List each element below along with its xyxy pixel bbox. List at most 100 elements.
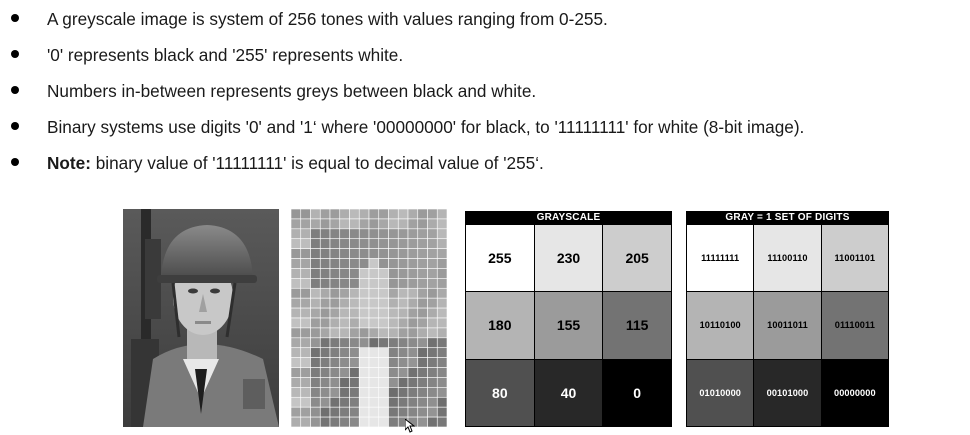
- mosaic-pixel: [407, 377, 419, 388]
- mosaic-pixel: [427, 258, 438, 269]
- mosaic-pixel: [397, 347, 409, 358]
- mosaic-pixel: [436, 278, 447, 289]
- binary-cell: 10110100: [687, 292, 754, 359]
- mosaic-pixel: [378, 317, 389, 329]
- mosaic-pixel: [368, 367, 380, 378]
- mosaic-pixel: [436, 406, 447, 418]
- mosaic-pixel: [436, 317, 447, 329]
- mosaic-pixel: [319, 317, 331, 329]
- mosaic-pixel: [397, 238, 409, 249]
- mosaic-pixel: [417, 238, 428, 249]
- mosaic-pixel: [388, 258, 399, 269]
- mosaic-pixel: [358, 387, 370, 398]
- mosaic-pixel: [397, 387, 409, 398]
- grayscale-cell: 180: [466, 292, 534, 359]
- mosaic-pixel: [329, 396, 341, 408]
- mosaic-pixel: [310, 297, 321, 309]
- mosaic-pixel: [291, 347, 302, 358]
- mosaic-pixel: [427, 209, 438, 220]
- mosaic-pixel: [300, 218, 311, 230]
- mosaic-pixel: [300, 377, 311, 388]
- mosaic-pixel: [427, 406, 438, 418]
- bullet-list: A greyscale image is system of 256 tones…: [10, 2, 965, 182]
- mosaic-pixel: [397, 248, 409, 259]
- mosaic-pixel: [300, 248, 311, 259]
- mosaic-pixel: [436, 337, 447, 349]
- mosaic-pixel: [378, 278, 389, 289]
- mosaic-pixel: [427, 327, 438, 339]
- pixelated-image: [291, 209, 447, 427]
- mosaic-pixel: [378, 287, 389, 299]
- mosaic-pixel: [368, 297, 380, 309]
- mosaic-pixel: [417, 347, 428, 358]
- mosaic-pixel: [310, 209, 321, 220]
- mosaic-pixel: [310, 416, 321, 427]
- mosaic-pixel: [339, 357, 350, 368]
- mosaic-pixel: [349, 268, 360, 279]
- mosaic-pixel: [388, 327, 399, 339]
- mosaic-pixel: [388, 367, 399, 378]
- mosaic-pixel: [378, 377, 389, 388]
- mosaic-pixel: [417, 367, 428, 378]
- mosaic-pixel: [300, 396, 311, 408]
- mosaic-pixel: [319, 228, 331, 240]
- mosaic-pixel: [397, 258, 409, 269]
- mosaic-pixel: [358, 307, 370, 319]
- mosaic-pixel: [436, 367, 447, 378]
- mosaic-pixel: [349, 357, 360, 368]
- mosaic-pixel: [436, 377, 447, 388]
- mosaic-pixel: [329, 278, 341, 289]
- binary-cell: 11001101: [821, 225, 888, 292]
- mosaic-pixel: [339, 218, 350, 230]
- mosaic-pixel: [417, 317, 428, 329]
- mosaic-pixel: [300, 347, 311, 358]
- mosaic-pixel: [407, 297, 419, 309]
- mosaic-pixel: [291, 367, 302, 378]
- bullet-text: binary value of '11111111' is equal to d…: [90, 153, 544, 173]
- mosaic-pixel: [368, 357, 380, 368]
- mosaic-pixel: [388, 337, 399, 349]
- bullet-item: A greyscale image is system of 256 tones…: [10, 2, 965, 38]
- bullet-item: '0' represents black and '255' represent…: [10, 38, 965, 74]
- mosaic-pixel: [349, 347, 360, 358]
- mosaic-pixel: [310, 248, 321, 259]
- mosaic-pixel: [407, 317, 419, 329]
- mosaic-pixel: [358, 327, 370, 339]
- mosaic-pixel: [329, 218, 341, 230]
- mosaic-pixel: [339, 396, 350, 408]
- mosaic-pixel: [427, 268, 438, 279]
- mosaic-pixel: [378, 416, 389, 427]
- mosaic-pixel: [368, 377, 380, 388]
- mosaic-pixel: [407, 209, 419, 220]
- mosaic-pixel: [291, 357, 302, 368]
- mosaic-pixel: [349, 218, 360, 230]
- mosaic-pixel: [407, 287, 419, 299]
- mosaic-pixel: [397, 307, 409, 319]
- mosaic-pixel: [358, 396, 370, 408]
- mosaic-pixel: [417, 218, 428, 230]
- mosaic-pixel: [358, 337, 370, 349]
- mosaic-pixel: [388, 248, 399, 259]
- mosaic-pixel: [397, 367, 409, 378]
- mosaic-pixel: [310, 337, 321, 349]
- mosaic-pixel: [378, 248, 389, 259]
- mosaic-pixel: [397, 317, 409, 329]
- mosaic-pixel: [368, 238, 380, 249]
- mosaic-pixel: [388, 406, 399, 418]
- mosaic-pixel: [378, 327, 389, 339]
- mosaic-pixel: [407, 357, 419, 368]
- mosaic-pixel: [339, 238, 350, 249]
- mosaic-pixel: [358, 258, 370, 269]
- mosaic-pixel: [436, 258, 447, 269]
- bullet-text: A greyscale image is system of 256 tones…: [47, 9, 608, 29]
- mosaic-pixel: [427, 287, 438, 299]
- mosaic-pixel: [310, 327, 321, 339]
- mosaic-pixel: [417, 287, 428, 299]
- mosaic-pixel: [358, 287, 370, 299]
- mosaic-pixel: [300, 317, 311, 329]
- mosaic-pixel: [329, 337, 341, 349]
- mosaic-pixel: [407, 396, 419, 408]
- mosaic-pixel: [319, 248, 331, 259]
- mosaic-pixel: [310, 228, 321, 240]
- mosaic-pixel: [319, 387, 331, 398]
